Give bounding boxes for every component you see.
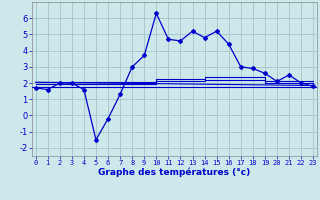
X-axis label: Graphe des températures (°c): Graphe des températures (°c) <box>98 168 251 177</box>
